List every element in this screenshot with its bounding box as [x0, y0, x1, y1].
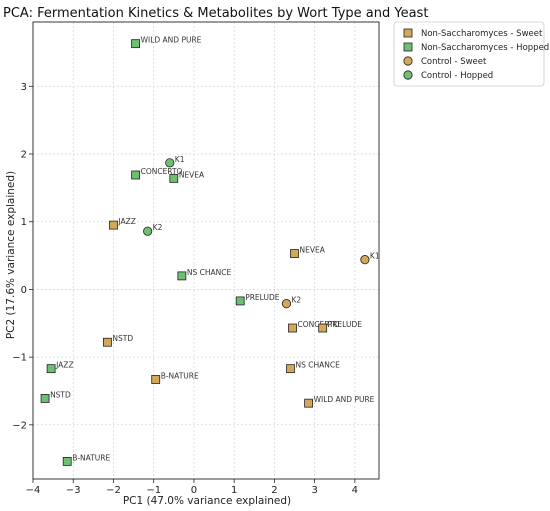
plot-frame	[32, 21, 380, 480]
x-tick-label: −1	[146, 485, 161, 496]
y-tick-label: −2	[12, 420, 27, 431]
x-axis-label: PC1 (47.0% variance explained)	[123, 495, 291, 507]
legend-entry: Control - Sweet	[421, 57, 487, 67]
data-point	[109, 220, 118, 230]
data-point	[143, 226, 153, 236]
legend-marker	[403, 42, 413, 52]
data-point	[46, 364, 56, 374]
y-tick-label: −1	[12, 353, 27, 364]
data-point	[169, 173, 179, 183]
legend-entry: Non-Saccharomyces - Sweet	[421, 29, 543, 39]
chart-title: PCA: Fermentation Kinetics & Metabolites…	[3, 6, 428, 21]
point-label: PRELUDE	[328, 320, 363, 329]
point-label: NS CHANCE	[187, 268, 232, 277]
x-tick-label: 3	[311, 485, 317, 496]
data-point	[103, 337, 112, 347]
data-point	[165, 158, 175, 168]
point-label: WILD AND PURE	[141, 36, 202, 45]
point-label: WILD AND PURE	[314, 395, 375, 404]
point-label: CONCERTO	[141, 167, 183, 176]
data-point	[281, 299, 292, 309]
x-tick-label: −4	[26, 485, 41, 496]
legend-marker	[403, 28, 413, 38]
x-tick-label: 1	[231, 485, 237, 496]
data-point	[286, 364, 295, 374]
plot-area: −4 −3 −2 −1 0 1 2 3 4 −2 −1 0 1 2 3 JAZZ NEVEA NSTD CONCER…	[12, 21, 380, 496]
x-tick-label: 0	[191, 485, 197, 496]
data-point	[131, 170, 140, 180]
legend-entry: Control - Hopped	[421, 71, 493, 81]
point-label: NSTD	[50, 390, 71, 399]
y-axis-label: PC2 (17.6% variance explained)	[5, 171, 17, 339]
x-tick-label: 4	[352, 485, 358, 496]
data-point	[235, 296, 245, 306]
legend-marker	[403, 70, 413, 80]
point-label: K2	[153, 223, 163, 232]
data-point	[360, 255, 370, 265]
y-tick-label: 1	[21, 217, 27, 228]
point-label: B-NATURE	[72, 453, 110, 462]
data-point	[304, 398, 313, 408]
y-tick-label: 0	[21, 285, 27, 296]
data-point	[288, 323, 297, 333]
data-point	[318, 323, 328, 333]
point-label: NEVEA	[300, 246, 326, 255]
x-tick-label: −3	[66, 485, 81, 496]
data-point	[62, 456, 72, 466]
legend: Non-Saccharomyces - Sweet Non-Saccharomyc…	[393, 21, 549, 87]
data-point	[290, 249, 299, 258]
point-label: K1	[370, 252, 380, 261]
data-point	[131, 39, 140, 49]
point-label: K1	[175, 155, 185, 164]
legend-box	[393, 21, 545, 87]
x-tick-label: 2	[271, 485, 277, 496]
data-point	[151, 375, 161, 384]
point-label: B-NATURE	[161, 371, 199, 380]
data-point	[177, 271, 187, 281]
point-label: PRELUDE	[245, 293, 280, 302]
y-tick-label: 3	[21, 82, 27, 93]
legend-marker	[403, 56, 413, 66]
point-label: K2	[291, 296, 301, 305]
y-tick-label: 2	[21, 150, 27, 161]
point-label: JAZZ	[55, 361, 74, 370]
point-label: NSTD	[112, 334, 133, 343]
data-point	[40, 394, 50, 403]
legend-entry: Non-Saccharomyces - Hopped	[421, 43, 549, 53]
point-label: NS CHANCE	[295, 361, 340, 370]
point-label: JAZZ	[117, 217, 136, 226]
x-tick-label: −2	[106, 485, 121, 496]
point-label: NEVEA	[179, 170, 205, 179]
